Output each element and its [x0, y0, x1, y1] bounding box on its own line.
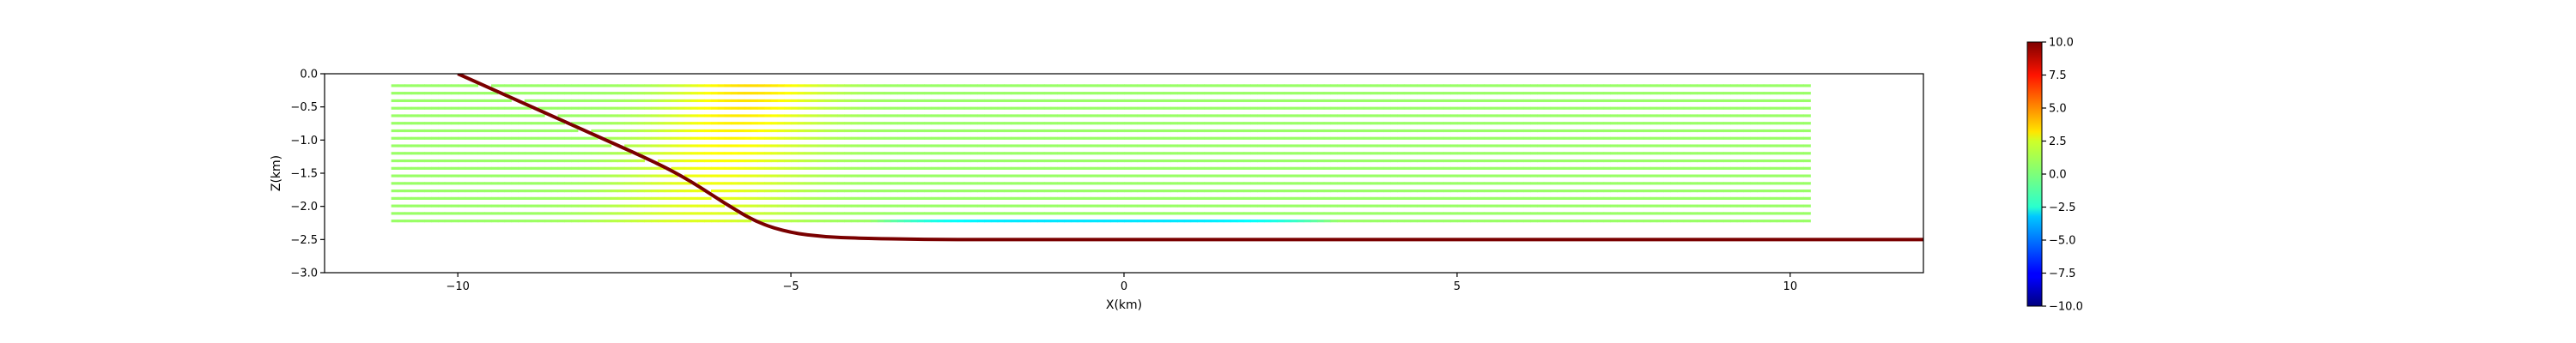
y-axis-label: Z(km) [270, 155, 283, 191]
colorbar-tick-label: −10.0 [2049, 301, 2083, 314]
plot-area [324, 73, 1924, 274]
colorbar: 10.0 7.5 5.0 2.5 0.0 −2.5 −5.0 −7.5 −10.0 [2026, 37, 2083, 314]
colorbar-ticks: 10.0 7.5 5.0 2.5 0.0 −2.5 −5.0 −7.5 −10.0 [2042, 37, 2083, 314]
y-tick-label: −0.5 [290, 101, 318, 114]
y-tick-label: −1.5 [290, 168, 318, 181]
x-axis: −10 −5 0 5 10 [446, 273, 1797, 293]
y-tick-label: −2.5 [290, 234, 318, 247]
x-tick-label: 5 [1454, 280, 1461, 293]
y-tick-label: −2.0 [290, 201, 318, 214]
y-tick-label: 0.0 [300, 69, 318, 81]
colorbar-tick-label: −2.5 [2049, 202, 2076, 214]
colorbar-tick-label: −7.5 [2049, 268, 2076, 280]
colorbar-tick-label: 7.5 [2049, 69, 2067, 82]
colorbar-tick-label: 0.0 [2049, 169, 2067, 182]
plot-background [325, 74, 1923, 273]
x-tick-label: 0 [1121, 280, 1127, 293]
colorbar-tick-label: 5.0 [2049, 103, 2067, 116]
y-tick-label: −3.0 [290, 268, 318, 280]
colorbar-gradient [2026, 41, 2043, 307]
colorbar-tick-label: 2.5 [2049, 135, 2067, 148]
colorbar-tick-label: −5.0 [2049, 235, 2076, 248]
layer-points [391, 84, 1811, 223]
y-axis: 0.0 −0.5 −1.0 −1.5 −2.0 −2.5 −3.0 [290, 69, 325, 280]
x-axis-label: X(km) [1106, 298, 1142, 312]
fault-curve [457, 74, 1923, 242]
y-tick-label: −1.0 [290, 135, 318, 147]
colorbar-tick-label: 10.0 [2049, 37, 2074, 50]
x-tick-label: −5 [782, 280, 799, 293]
x-tick-label: 10 [1783, 280, 1798, 293]
x-tick-label: −10 [446, 280, 469, 293]
